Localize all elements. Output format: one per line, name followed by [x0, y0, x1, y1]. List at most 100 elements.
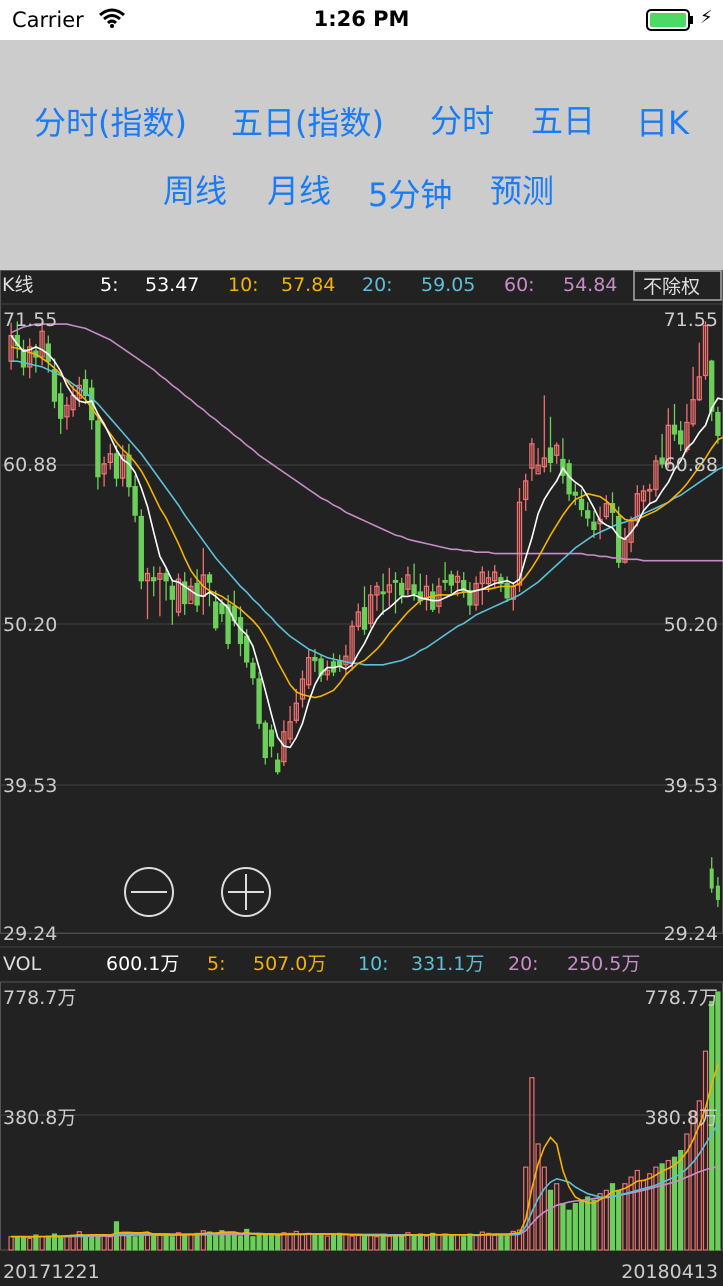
volume-bar [585, 1196, 591, 1251]
candle-body [647, 488, 653, 492]
candle-body [554, 444, 560, 456]
volume-bar [194, 1232, 200, 1251]
candlesticks [8, 321, 721, 908]
candle-body [213, 601, 219, 629]
candle-body [386, 584, 392, 593]
price-panel-frame [0, 270, 723, 934]
volume-bar [554, 1183, 560, 1251]
tab-five-minute[interactable]: 5分钟 [368, 176, 453, 214]
candle-body [206, 574, 213, 583]
volume-bar [647, 1173, 653, 1251]
candle-body [541, 457, 547, 468]
kline-title: K线 [2, 274, 33, 296]
tab-monthly[interactable]: 月线 [267, 172, 332, 210]
volume-bar [399, 1236, 405, 1251]
candle-body [448, 574, 454, 586]
tab-forecast[interactable]: 预测 [490, 172, 555, 210]
volume-bar [343, 1234, 349, 1251]
volume-bar [628, 1176, 634, 1251]
y-label-right-0: 71.55 [664, 309, 718, 331]
volume-bar [20, 1236, 27, 1251]
vol-current: 600.1万 [106, 953, 179, 975]
candle-body [82, 379, 89, 397]
candle-body [219, 602, 225, 615]
candle-body [411, 584, 417, 595]
candle-body [572, 491, 578, 496]
candle-body [591, 521, 597, 531]
candle-body [473, 582, 479, 606]
volume-bar [529, 1077, 535, 1251]
tab-daily-k[interactable]: 日K [636, 104, 689, 142]
volume-bar [485, 1232, 492, 1251]
y-label-left-3: 39.53 [3, 775, 57, 797]
candle-body [355, 611, 361, 627]
candle-body [157, 572, 163, 580]
ma5-line [10, 335, 723, 749]
volume-bar [510, 1230, 516, 1251]
volume-bar [144, 1233, 151, 1251]
volume-bar [76, 1231, 82, 1251]
chart-area[interactable]: K线 5: 53.47 10: 57.84 20: 59.05 60: 54.8… [0, 270, 723, 1286]
candle-body [20, 349, 27, 368]
tab-intraday-index[interactable]: 分时(指数) [34, 104, 187, 142]
candle-body [479, 571, 485, 585]
candle-body [715, 885, 720, 900]
candle-body [634, 493, 640, 522]
volume-bar [492, 1234, 498, 1251]
y-label-right-1: 60.88 [664, 454, 718, 476]
status-bar: Carrier 1:26 PM ⚡ [0, 0, 723, 40]
y-label-right-3: 39.53 [664, 775, 718, 797]
ma10-label: 10: [228, 274, 259, 296]
candle-body [138, 515, 144, 582]
ma10-value: 57.84 [281, 274, 335, 296]
candle-body [39, 330, 45, 358]
volume-bar [237, 1235, 244, 1251]
candle-body [324, 669, 330, 676]
volume-bar [678, 1150, 684, 1251]
tab-intraday[interactable]: 分时 [430, 102, 495, 140]
candle-body [535, 464, 541, 475]
candle-body [182, 581, 188, 605]
volume-bar [578, 1199, 585, 1251]
vol-ma10-value: 331.1万 [411, 953, 484, 975]
tab-five-day-index[interactable]: 五日(指数) [231, 104, 384, 142]
volume-bar [101, 1234, 107, 1251]
volume-bar [275, 1234, 281, 1251]
volume-bar [126, 1235, 132, 1251]
ma5-value: 53.47 [145, 274, 199, 296]
candle-body [640, 490, 647, 502]
y-label-left-4: 29.24 [3, 923, 57, 945]
candle-body [113, 453, 120, 479]
volume-bar [504, 1233, 510, 1251]
adjust-button[interactable] [633, 270, 722, 301]
vol-y-label-left-0: 778.7万 [3, 987, 76, 1009]
volume-bar [479, 1231, 485, 1251]
candle-body [163, 572, 169, 582]
volume-bar [293, 1230, 299, 1251]
tab-weekly[interactable]: 周线 [163, 172, 228, 210]
volume-bar [467, 1233, 473, 1251]
volume-bar [138, 1232, 144, 1251]
volume-bar [70, 1234, 76, 1251]
y-label-right-2: 50.20 [664, 614, 718, 636]
candle-body [454, 575, 461, 583]
stock-chart[interactable]: K线 5: 53.47 10: 57.84 20: 59.05 60: 54.8… [0, 270, 723, 1286]
zoom-in-button[interactable] [221, 867, 271, 917]
tab-five-day[interactable]: 五日 [531, 102, 596, 140]
vol-y-label-right-1: 380.8万 [645, 1107, 718, 1129]
candle-body [616, 515, 622, 563]
zoom-out-button[interactable] [124, 867, 174, 917]
volume-bar [169, 1236, 175, 1251]
candle-body [312, 656, 318, 662]
adjust-button-label[interactable]: 不除权 [643, 276, 700, 298]
candle-body [659, 457, 665, 465]
candle-body [715, 411, 721, 436]
volume-bar [547, 1189, 554, 1251]
volume-bar [330, 1233, 337, 1251]
candle-body [306, 656, 312, 686]
volume-bar [163, 1233, 169, 1251]
volume-bar [299, 1234, 306, 1251]
date-end: 20180413 [621, 1261, 718, 1283]
volume-bar [262, 1234, 268, 1251]
ma10-line [10, 346, 723, 699]
